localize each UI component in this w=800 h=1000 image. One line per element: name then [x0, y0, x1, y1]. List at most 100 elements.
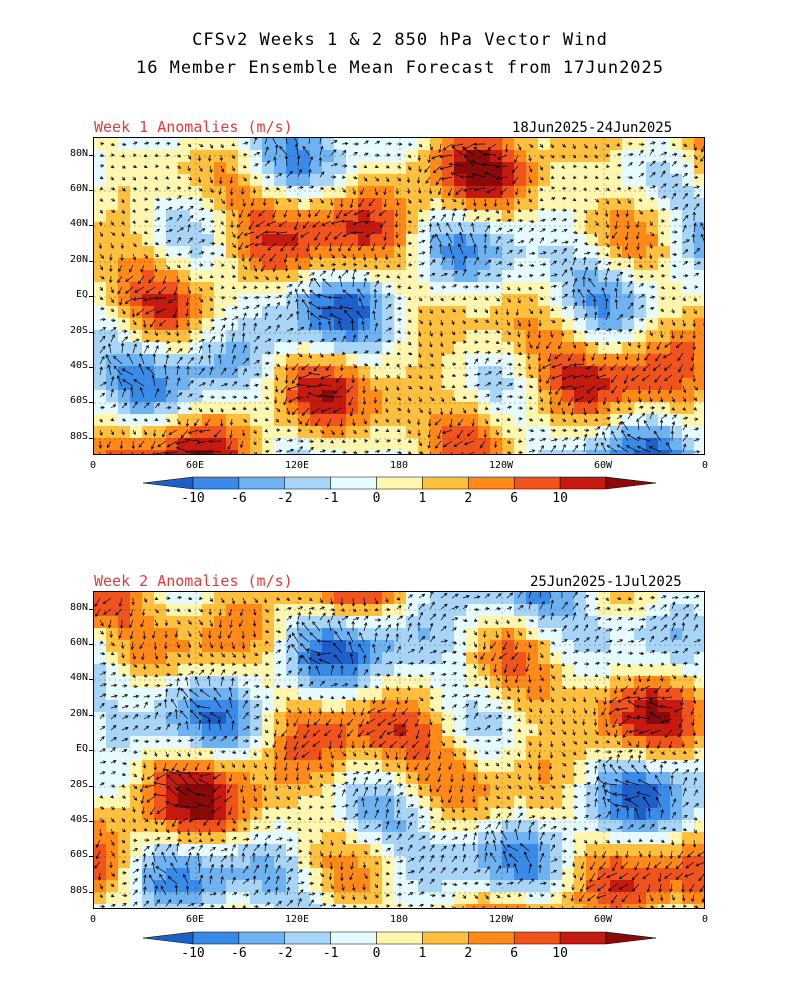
wind-vector: [198, 844, 203, 852]
wind-vector: [242, 451, 244, 454]
wind-vector: [486, 187, 497, 194]
wind-vector: [387, 718, 398, 725]
wind-vector: [655, 352, 662, 362]
wind-vector: [517, 795, 523, 799]
wind-vector: [297, 209, 301, 218]
wind-vector: [155, 773, 167, 780]
wind-vector: [188, 817, 200, 823]
wind-vector: [286, 670, 292, 676]
wind-vector: [339, 718, 343, 728]
wind-vector: [483, 429, 487, 439]
wind-vector: [284, 155, 289, 167]
wind-vector: [330, 772, 335, 776]
wind-vector: [396, 882, 403, 887]
wind-vector: [572, 816, 578, 820]
wind-vector: [407, 230, 412, 234]
wind-vector: [616, 163, 622, 168]
wind-vector: [363, 608, 368, 612]
wind-vector: [229, 619, 233, 629]
wind-vector: [517, 773, 521, 781]
wind-vector: [209, 143, 214, 149]
wind-vector: [166, 785, 178, 797]
wind-vector: [539, 444, 544, 453]
wind-vector: [308, 850, 312, 856]
wind-vector: [374, 849, 380, 853]
wind-vector: [319, 816, 324, 820]
wind-vector: [561, 685, 567, 690]
wind-vector: [308, 828, 312, 833]
wind-vector: [319, 828, 324, 833]
wind-vector: [296, 154, 301, 167]
wind-vector: [175, 330, 180, 337]
wind-vector: [374, 439, 380, 443]
wind-vector: [165, 186, 171, 190]
wind-vector: [351, 374, 355, 384]
wind-vector: [463, 154, 475, 167]
wind-vector: [220, 382, 229, 387]
wind-vector: [143, 725, 150, 731]
wind-vector: [352, 799, 358, 808]
wind-vector: [440, 639, 448, 643]
wind-vector: [220, 662, 225, 666]
wind-vector: [515, 187, 519, 196]
wind-vector: [462, 308, 466, 314]
wind-vector: [297, 596, 303, 600]
wind-vector: [352, 751, 357, 757]
wind-vector: [110, 176, 114, 181]
wind-vector: [527, 652, 531, 662]
wind-vector: [607, 883, 618, 892]
wind-vector: [219, 418, 224, 427]
wind-vector: [209, 307, 214, 311]
wind-vector: [550, 833, 555, 841]
wind-vector: [605, 597, 610, 602]
wind-vector: [671, 751, 677, 755]
wind-vector: [549, 740, 554, 748]
wind-vector: [95, 850, 101, 860]
wind-vector: [145, 308, 156, 315]
wind-vector: [121, 319, 126, 323]
wind-vector: [581, 718, 586, 726]
wind-vector: [330, 140, 338, 145]
wind-vector: [306, 309, 310, 321]
wind-vector: [561, 625, 567, 632]
wind-vector: [264, 418, 269, 422]
wind-vector: [138, 440, 145, 448]
wind-vector: [425, 773, 431, 782]
wind-vector: [352, 839, 357, 844]
wind-vector: [669, 850, 674, 860]
wind-vector: [197, 154, 202, 162]
wind-vector: [341, 788, 346, 797]
wind-vector: [659, 419, 664, 431]
wind-vector: [473, 869, 481, 874]
wind-vector: [396, 275, 401, 279]
wind-vector: [539, 237, 544, 244]
wind-vector: [649, 220, 653, 227]
wind-vector: [231, 264, 235, 270]
wind-vector: [506, 685, 511, 692]
wind-vector: [627, 628, 635, 632]
wind-vector: [187, 205, 194, 211]
wind-vector: [275, 853, 280, 863]
wind-vector: [638, 186, 645, 190]
week2-panel-label: Week 2 Anomalies (m/s): [94, 572, 293, 590]
latitude-tick: [89, 786, 93, 787]
wind-vector: [627, 674, 632, 682]
wind-vector: [495, 805, 501, 809]
wind-vector: [492, 839, 497, 852]
wind-vector: [132, 176, 137, 181]
wind-vector: [343, 209, 354, 217]
wind-vector: [680, 685, 684, 694]
wind-vector: [539, 784, 544, 791]
wind-vector: [325, 363, 332, 371]
wind-vector: [275, 661, 282, 665]
wind-vector: [550, 816, 557, 821]
wind-vector: [538, 685, 543, 693]
wind-vector: [209, 198, 213, 204]
wind-vector: [99, 153, 105, 158]
wind-vector: [638, 674, 642, 683]
wind-vector: [660, 595, 667, 599]
wind-vector: [155, 866, 167, 874]
wind-vector: [418, 363, 423, 368]
wind-vector: [605, 220, 610, 229]
wind-vector: [352, 263, 358, 267]
